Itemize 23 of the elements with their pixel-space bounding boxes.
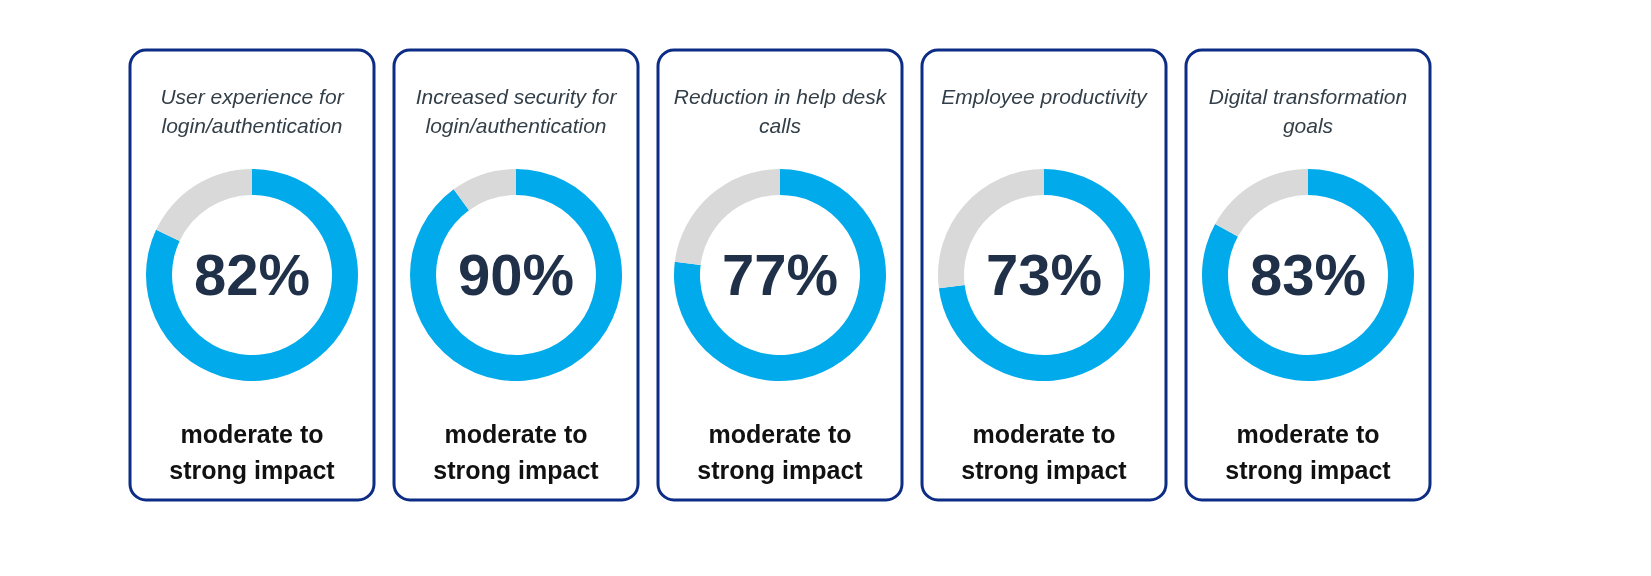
chart-title: User experience for login/authentication (160, 85, 345, 137)
chart-title: Digital transformation goals (1208, 85, 1408, 137)
donut-slice (410, 169, 622, 381)
donut-slice (1215, 169, 1308, 237)
data-label: 73% (985, 242, 1103, 307)
donut-slice (453, 169, 516, 211)
donut-slice (674, 169, 886, 381)
data-label: 90% (457, 242, 575, 307)
text: moderate to strong impact (169, 420, 336, 484)
text: moderate to strong impact (1225, 420, 1392, 484)
text: moderate to strong impact (433, 420, 600, 484)
donut-slice (156, 169, 252, 241)
text: moderate to strong impact (697, 420, 864, 484)
data-label: 77% (721, 242, 839, 307)
chart-title: Reduction in help desk calls (673, 85, 888, 137)
data-label: 82% (193, 242, 311, 307)
text: moderate to strong impact (961, 420, 1128, 484)
donut-slice (938, 169, 1150, 381)
chart-title: Increased security for login/authentication (415, 85, 618, 137)
data-label: 83% (1249, 242, 1367, 307)
chart-title: Employee productivity (941, 85, 1149, 108)
donut-slice (1202, 169, 1414, 381)
donut-slice (146, 169, 358, 381)
